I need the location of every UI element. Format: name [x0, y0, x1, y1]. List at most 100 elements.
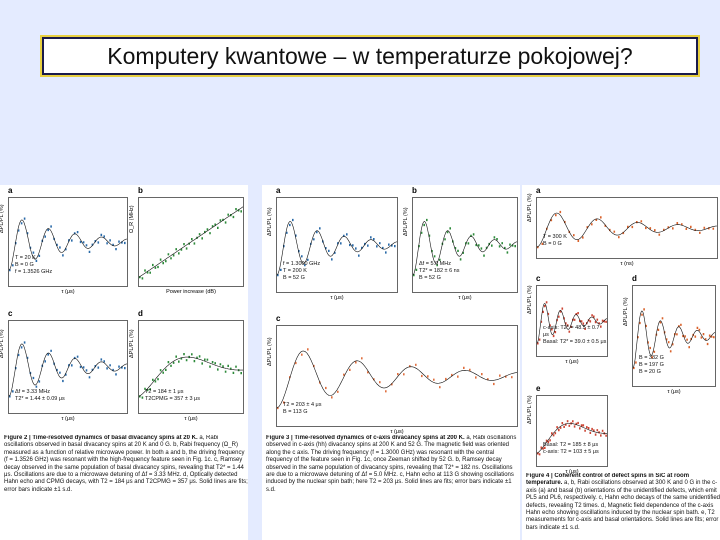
y-axis-label: ΔPL/PL (%): [0, 204, 5, 234]
plot: [277, 218, 397, 277]
caption-title: Figure 2 | Time-resolved dynamics of bas…: [4, 435, 198, 441]
x-axis-label: τ (μs): [61, 416, 75, 422]
x-axis-label: τ (μs): [458, 295, 472, 301]
annotation: T2 = 203 ± 4 μs: [283, 402, 322, 408]
panel-label: d: [138, 309, 143, 318]
slide-title: Komputery kwantowe – w temperaturze poko…: [40, 35, 700, 77]
points: [277, 348, 517, 410]
fit-line: [537, 212, 717, 248]
fit-line: [139, 356, 243, 397]
x-axis-label: τ (μs): [61, 289, 75, 295]
y-axis-label: ΔPL/PL (%): [527, 285, 533, 314]
plot: [537, 301, 607, 345]
y-axis-label: ΔPL/PL (%): [527, 395, 533, 424]
x-axis-label: τ (μs): [565, 469, 579, 475]
panel-label: a: [276, 186, 281, 195]
fit-line: [277, 221, 397, 276]
annotation: B = 20 G: [639, 369, 661, 375]
y-axis-label: Ω_R (MHz): [129, 205, 135, 234]
panel: b Power increase (dB) Ω_R (MHz): [129, 186, 244, 295]
panel: e Basal: T2 = 185 ± 8 μs c-axis: T2 = 103 …: [527, 384, 608, 475]
caption-text: a, b, Rabi oscillations observed at 300 …: [526, 480, 720, 531]
panel-label: b: [412, 186, 417, 195]
notes: T2 = 203 ± 4 μs B = 113 G: [283, 402, 321, 416]
fit-line: [413, 221, 517, 276]
annotation: B = 52 G: [283, 275, 305, 281]
annotation: f = 1.3526 GHz: [15, 269, 53, 275]
plot: [537, 420, 607, 456]
plot: [139, 202, 243, 280]
annotation: c-axis: T2 = 103 ± 5 μs: [543, 449, 599, 455]
fit-line: [277, 350, 517, 409]
x-axis-label: τ (μs): [390, 429, 404, 435]
y-axis-label: ΔPL/PL (%): [527, 193, 533, 222]
panel: c Δf = 3.33 MHz T2* = 1.44 ± 0.09 μs τ (μs)…: [0, 309, 128, 422]
fit-line: [9, 219, 127, 271]
fit-line: [633, 310, 715, 369]
caption-text: a, Rabi oscillations observed in basal d…: [4, 435, 248, 493]
points: [9, 341, 127, 398]
annotation: B = 0 G: [15, 262, 34, 268]
annotation: T = 300 K: [543, 234, 567, 240]
annotation: B = 52 G: [419, 275, 441, 281]
annotation: T2* = 1.44 ± 0.09 μs: [15, 396, 65, 402]
fit-line: [537, 423, 607, 454]
points: [537, 420, 607, 456]
annotation: Δf = 3.33 MHz: [15, 389, 51, 395]
caption-title: Figure 4 | Coherent control of defect sp…: [526, 473, 690, 487]
panel-label: c: [536, 274, 541, 283]
notes: Basal: T2 = 185 ± 8 μs c-axis: T2 = 103 ±…: [543, 442, 599, 456]
panel: b Δf = 5.0 MHz T2* = 182 ± 6 ns B = 52 G τ (…: [403, 186, 518, 301]
panel-label: c: [8, 309, 13, 318]
points: [537, 210, 717, 249]
annotation: T = 20 K: [15, 255, 36, 261]
y-axis-label: ΔPL/PL (%): [0, 329, 5, 358]
panel-label: e: [536, 384, 541, 393]
annotation: Basal: T2* = 39.0 ± 0.5 μs: [543, 339, 607, 345]
points: [537, 301, 607, 345]
caption-title: Figure 3 | Time-resolved dynamics of c-a…: [266, 435, 465, 441]
y-axis-label: ΔPL/PL (%): [267, 207, 273, 236]
caption: Figure 4 | Coherent control of defect sp…: [526, 473, 720, 540]
annotation: T = 200 K: [283, 268, 307, 274]
x-axis-label: τ (μs): [667, 389, 681, 395]
points: [413, 218, 517, 277]
notes: Δf = 5.0 MHz T2* = 182 ± 6 ns B = 52 G: [419, 261, 459, 282]
caption: Figure 3 | Time-resolved dynamics of c-a…: [266, 435, 520, 540]
annotation: B = 197 G: [639, 362, 664, 368]
points: [633, 308, 715, 370]
x-axis-label: τ (μs): [565, 359, 579, 365]
annotation: Δf = 5.0 MHz: [419, 261, 451, 267]
notes: c-axis: T2* = 48.5 ± 0.7 μs Basal: T2* = …: [543, 325, 607, 346]
annotation: c-axis: T2* = 48.5 ± 0.7 μs: [543, 325, 600, 338]
panel: c c-axis: T2* = 48.5 ± 0.7 μs Basal: T2* =…: [527, 274, 608, 365]
x-axis-label: τ (ns): [620, 261, 634, 267]
annotation: Basal: T2 = 185 ± 8 μs: [543, 442, 599, 448]
points: [139, 353, 243, 399]
fit-line: [139, 206, 243, 278]
x-axis-label: Power increase (dB): [166, 289, 216, 295]
plot: [9, 217, 127, 272]
points: [9, 217, 127, 272]
panel-label: b: [138, 186, 143, 195]
panel: c T2 = 203 ± 4 μs B = 113 G τ (μs) ΔPL/PL (%…: [267, 314, 518, 435]
panel-label: c: [276, 314, 281, 323]
annotation: T2 = 184 ± 1 μs: [145, 389, 184, 395]
plot: [277, 348, 517, 410]
y-axis-label: ΔPL/PL (%): [267, 337, 273, 366]
fit-line: [9, 343, 127, 397]
notes: T2 = 184 ± 1 μs T2CPMG = 357 ± 3 μs: [145, 389, 200, 403]
plot: [9, 341, 127, 398]
annotation: B = 113 G: [283, 409, 308, 415]
